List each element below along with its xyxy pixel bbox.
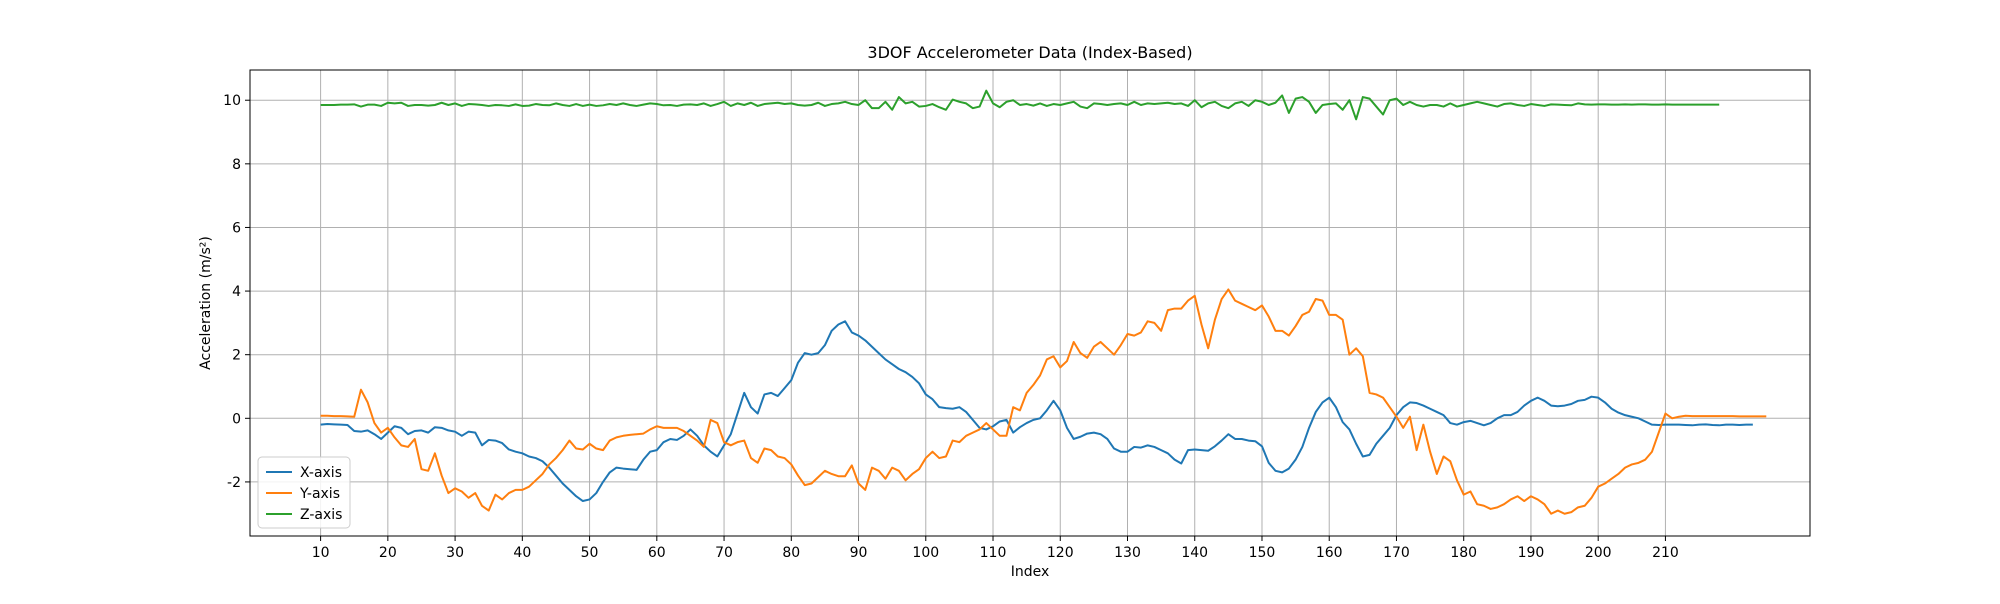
y-axis-label: Acceleration (m/s²)	[198, 236, 214, 370]
x-tick-label: 150	[1249, 545, 1276, 561]
chart-title: 3DOF Accelerometer Data (Index-Based)	[867, 43, 1192, 62]
y-tick-label: -2	[227, 475, 241, 491]
x-axis-label: Index	[1011, 564, 1050, 580]
x-tick-label: 140	[1181, 545, 1208, 561]
grid	[250, 70, 1810, 536]
x-tick-label: 170	[1383, 545, 1410, 561]
x-tick-label: 80	[782, 545, 800, 561]
x-tick-label: 120	[1047, 545, 1074, 561]
y-tick-label: 0	[232, 411, 241, 427]
y-tick-label: 10	[223, 93, 241, 109]
y-tick-label: 6	[232, 220, 241, 236]
series-line-z-axis	[320, 89, 1720, 121]
x-tick-label: 210	[1652, 545, 1679, 561]
x-tick-label: 10	[312, 545, 330, 561]
x-tick-label: 130	[1114, 545, 1141, 561]
plot-frame	[249, 69, 1811, 537]
x-tick-label: 40	[513, 545, 531, 561]
x-tick-label: 110	[980, 545, 1007, 561]
series-line-y-axis	[320, 288, 1767, 515]
x-tick-label: 180	[1450, 545, 1477, 561]
x-tick-label: 20	[379, 545, 397, 561]
x-tick-label: 190	[1518, 545, 1545, 561]
x-tick-label: 60	[648, 545, 666, 561]
legend-box	[257, 456, 351, 529]
x-tick-label: 70	[715, 545, 733, 561]
x-axis-ticks: 10 20 30 40 50 60 70 80 90 100 110 120 130 140 150 160 1…	[312, 536, 1679, 561]
x-tick-label: 30	[446, 545, 464, 561]
legend: X-axis Y-axis Z-axis	[257, 456, 351, 529]
x-tick-label: 100	[912, 545, 939, 561]
legend-label: X-axis	[300, 465, 342, 481]
x-tick-label: 200	[1585, 545, 1612, 561]
x-tick-label: 160	[1316, 545, 1343, 561]
y-axis-ticks: -2 0 2 4 6 8 10	[223, 93, 250, 491]
legend-label: Z-axis	[300, 507, 342, 523]
x-tick-label: 50	[581, 545, 599, 561]
series-lines	[320, 89, 1767, 515]
series-line-x-axis	[320, 320, 1753, 503]
y-tick-label: 4	[232, 284, 241, 300]
y-tick-label: 8	[232, 157, 241, 173]
legend-label: Y-axis	[299, 486, 340, 502]
x-tick-label: 90	[850, 545, 868, 561]
y-tick-label: 2	[232, 348, 241, 364]
